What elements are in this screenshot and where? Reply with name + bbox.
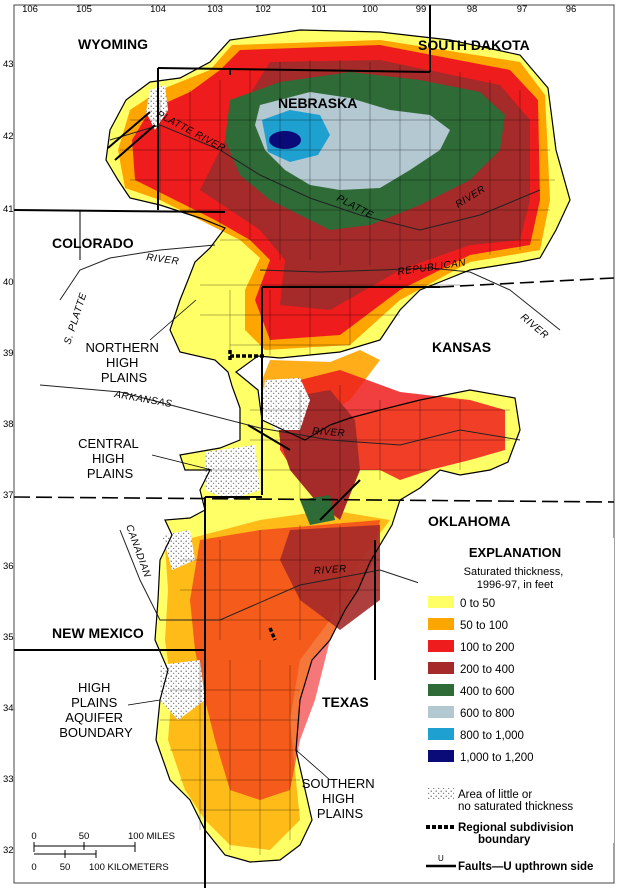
little-thickness-label: Area of little or no saturated thickness — [458, 789, 573, 813]
region-label-northern: NORTHERN HIGH PLAINS — [85, 340, 162, 385]
state-label-south-dakota: SOUTH DAKOTA — [418, 37, 530, 53]
faults-label: Faults—U upthrown side — [458, 861, 593, 873]
legend-subtitle: Saturated thickness, 1996-97, in feet — [464, 566, 567, 591]
legend-items: 0 to 50 50 to 100 100 to 200 200 to 400 400 … — [428, 596, 534, 764]
region-labels: NORTHERN HIGH PLAINS CENTRAL HIGH PLAINS… — [59, 340, 379, 821]
lon-tick: 98 — [467, 4, 478, 15]
legend-label: 600 to 800 — [460, 708, 514, 720]
scale-miles-0: 0 — [31, 831, 36, 842]
state-label-nebraska: NEBRASKA — [278, 95, 357, 111]
legend-label: 200 to 400 — [460, 664, 514, 676]
state-boundaries — [13, 5, 615, 888]
lon-tick: 102 — [255, 4, 271, 15]
river-label-canadian-river: RIVER — [313, 564, 347, 577]
legend-swatch — [428, 618, 454, 630]
legend-swatch — [428, 662, 454, 674]
river-label-colorado-river: RIVER — [146, 252, 180, 267]
county-grid — [120, 60, 555, 855]
legend-swatch — [428, 640, 454, 652]
legend-label: 50 to 100 — [460, 620, 508, 632]
lon-tick: 100 — [362, 4, 378, 15]
lat-tick: 32 — [3, 845, 14, 856]
lat-tick: 43 — [3, 59, 14, 70]
regional-subdivision-lines — [228, 350, 277, 641]
lat-tick: 38 — [3, 419, 14, 430]
legend-label: 1,000 to 1,200 — [460, 752, 534, 764]
lon-tick: 106 — [22, 4, 38, 15]
legend-label: 400 to 600 — [460, 686, 514, 698]
lat-tick: 40 — [3, 277, 14, 288]
regional-subdivision-label: Regional subdivision boundary — [458, 822, 577, 846]
lon-tick: 104 — [150, 4, 166, 15]
little-thickness-swatch — [428, 788, 454, 800]
region-label-central: CENTRAL HIGH PLAINS — [78, 436, 142, 481]
state-label-oklahoma: OKLAHOMA — [428, 513, 510, 529]
latitude-ticks: 43 42 41 40 39 38 37 36 35 34 33 32 — [3, 59, 14, 856]
state-label-wyoming: WYOMING — [78, 36, 148, 52]
legend-label: 800 to 1,000 — [460, 730, 524, 742]
legend: EXPLANATION Saturated thickness, 1996-97… — [418, 538, 614, 873]
legend-swatch — [428, 706, 454, 718]
longitude-ticks: 106 105 104 103 102 101 100 99 98 97 96 — [22, 4, 576, 15]
lat-tick: 37 — [3, 490, 14, 501]
lon-tick: 101 — [311, 4, 327, 15]
scale-km-100: 100 KILOMETERS — [89, 862, 169, 873]
river-label-kansas-river: RIVER — [518, 312, 550, 342]
faults — [107, 111, 361, 521]
leader-lines — [127, 299, 331, 781]
lat-tick: 41 — [3, 204, 14, 215]
legend-label: 0 to 50 — [460, 598, 495, 610]
scale-km-0: 0 — [31, 862, 36, 873]
lon-tick: 96 — [566, 4, 577, 15]
scale-miles-50: 50 — [79, 831, 90, 842]
lat-tick: 39 — [3, 348, 14, 359]
scale-bar: 0 50 100 MILES 0 50 100 KILOMETERS — [31, 831, 175, 873]
river-label-arkansas-river: RIVER — [312, 426, 346, 439]
state-labels: WYOMING SOUTH DAKOTA NEBRASKA COLORADO K… — [52, 36, 530, 710]
legend-swatch — [428, 684, 454, 696]
lat-tick: 42 — [3, 131, 14, 142]
legend-label: 100 to 200 — [460, 642, 514, 654]
state-label-texas: TEXAS — [322, 694, 369, 710]
lat-tick: 34 — [3, 703, 14, 714]
region-label-southern: SOUTHERN HIGH PLAINS — [302, 776, 379, 821]
scale-miles-100: 100 MILES — [128, 831, 175, 842]
legend-swatch — [428, 728, 454, 740]
lon-tick: 97 — [517, 4, 528, 15]
lon-tick: 103 — [207, 4, 223, 15]
lon-tick: 105 — [76, 4, 92, 15]
fault-symbol-u: U — [438, 854, 444, 863]
lat-tick: 33 — [3, 774, 14, 785]
region-label-aquifer-boundary: HIGH PLAINS AQUIFER BOUNDARY — [59, 680, 133, 740]
lon-tick: 99 — [416, 4, 427, 15]
lat-tick: 36 — [3, 561, 14, 572]
river-label-s-platte: S. PLATTE — [62, 291, 89, 346]
map-frame — [13, 4, 615, 884]
river-label-canadian: CANADIAN — [123, 523, 152, 579]
legend-swatch — [428, 750, 454, 762]
scale-km-50: 50 — [60, 862, 71, 873]
lat-tick: 35 — [3, 632, 14, 643]
state-label-colorado: COLORADO — [52, 235, 134, 251]
state-label-kansas: KANSAS — [432, 339, 491, 355]
legend-title: EXPLANATION — [469, 545, 561, 560]
state-label-new-mexico: NEW MEXICO — [52, 625, 144, 641]
legend-swatch — [428, 596, 454, 608]
river-label-arkansas: ARKANSAS — [112, 389, 172, 410]
aquifer-boundary — [105, 29, 571, 863]
